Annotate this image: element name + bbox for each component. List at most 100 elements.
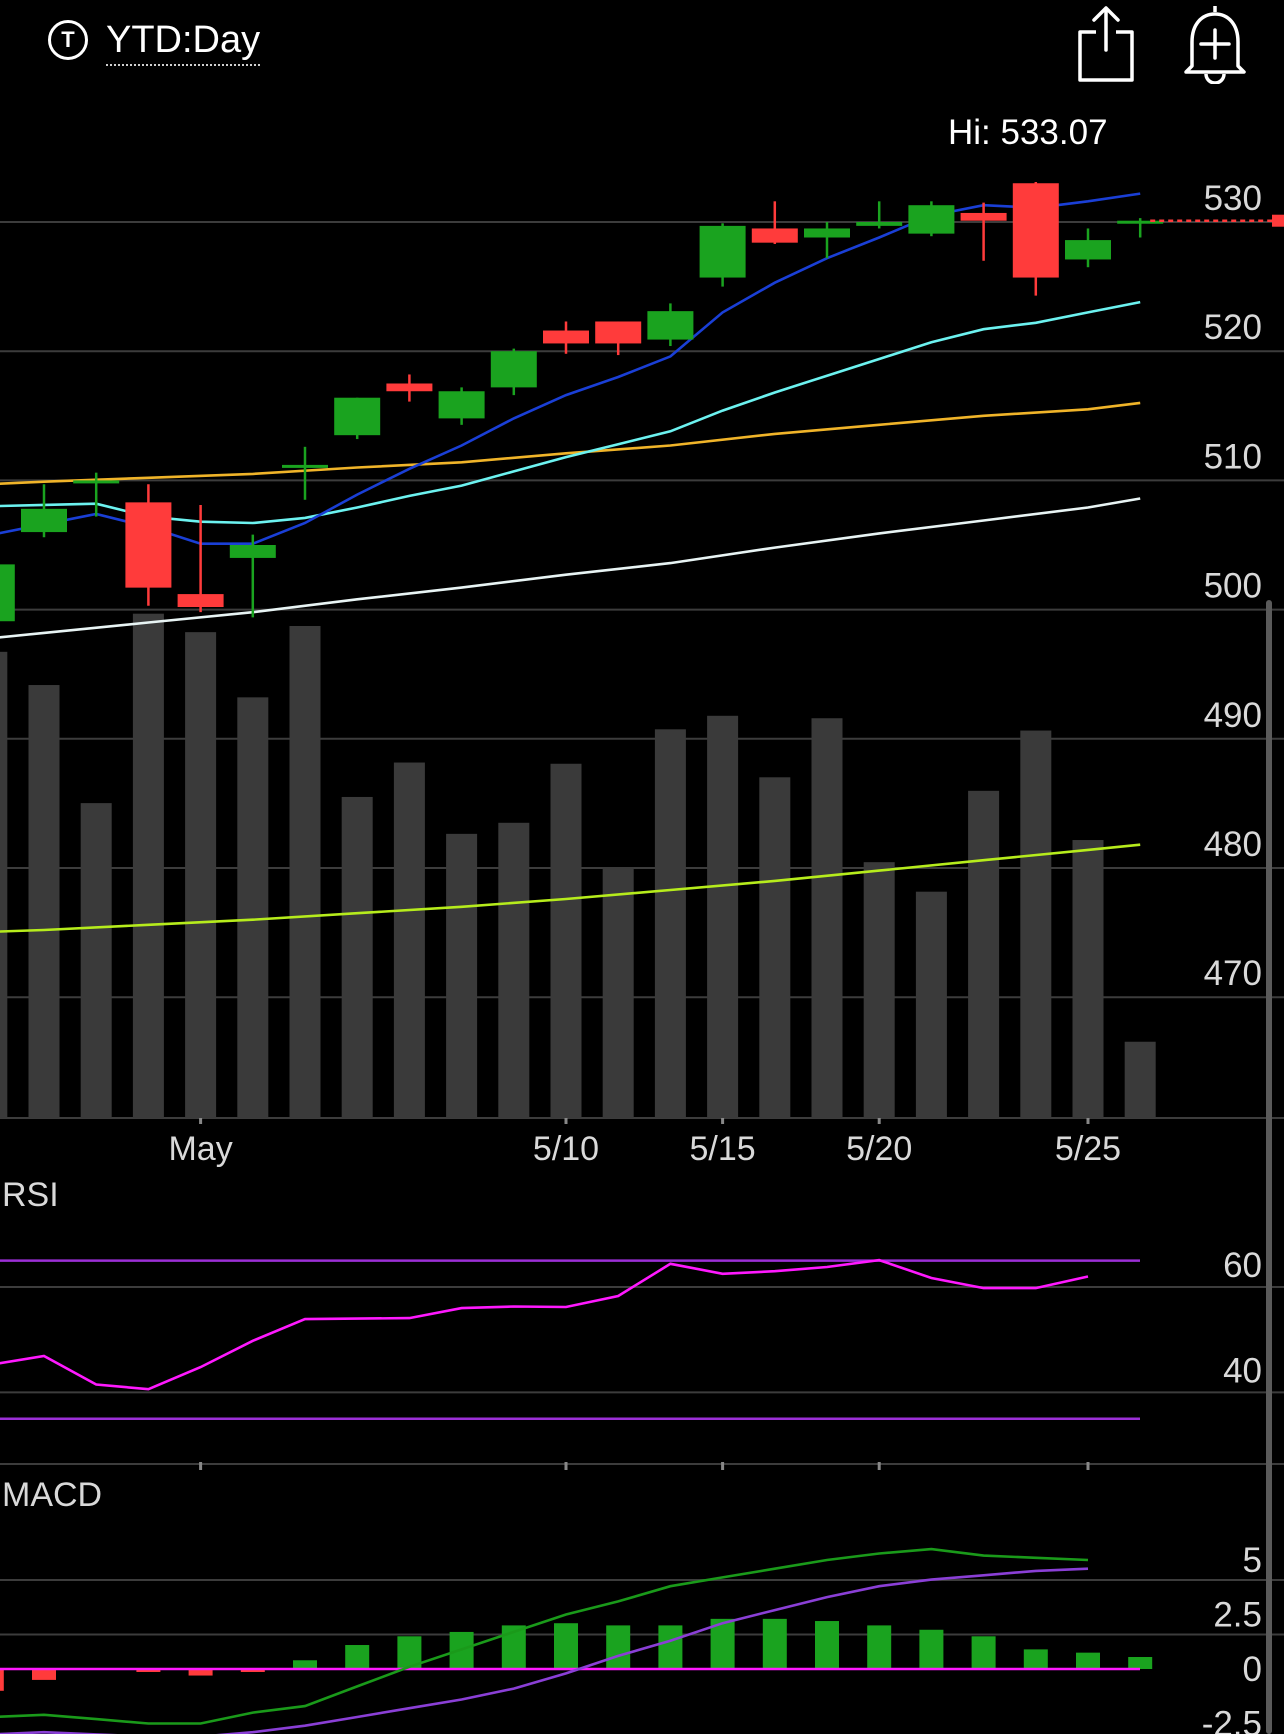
macd-histogram-bar: [345, 1645, 370, 1669]
candle-up: [647, 311, 694, 340]
rsi-title: RSI: [2, 1176, 59, 1214]
volume-bar: [341, 796, 373, 1118]
axis-labels: 530 520 510 500 490 480 470 Hi: 533.07 May 5/10 5/…: [168, 113, 1262, 1168]
macd-histogram-bar: [762, 1618, 787, 1669]
date-label: May: [168, 1130, 232, 1168]
candle-down: [386, 383, 433, 392]
macd-title: MACD: [2, 1476, 102, 1514]
rsi-line: [0, 1258, 1089, 1391]
macd-histogram-bar: [188, 1669, 213, 1676]
candle-up: [229, 545, 276, 558]
volume-bars: [0, 613, 1156, 1118]
candle-down: [1012, 183, 1059, 278]
candle-up: [21, 508, 67, 533]
rsi-tick-label: 60: [1223, 1246, 1262, 1285]
macd-histogram-bar: [1076, 1652, 1100, 1669]
date-label: 5/25: [1055, 1130, 1121, 1168]
moving-average-line: [0, 497, 1141, 639]
candle-up: [1117, 220, 1164, 224]
price-tick-label: 500: [1204, 567, 1262, 606]
volume-bar: [915, 891, 947, 1118]
price-tick-label: 490: [1204, 696, 1262, 735]
share-icon[interactable]: [1076, 4, 1136, 84]
candle-up: [856, 222, 903, 226]
price-tick-label: 520: [1204, 308, 1262, 347]
rsi-panel: RSI 60 40: [0, 1176, 1284, 1470]
volume-bar: [550, 763, 582, 1118]
time-range-selector[interactable]: YTD:Day: [106, 16, 261, 66]
volume-bar: [759, 777, 791, 1118]
macd-histogram-bar: [1128, 1657, 1153, 1669]
volume-bar: [393, 762, 425, 1118]
volume-bar: [80, 803, 112, 1118]
moving-average-line: [0, 843, 1141, 933]
macd-histogram-bar: [971, 1636, 996, 1669]
candle-down: [125, 502, 172, 588]
macd-histogram-bar: [32, 1669, 56, 1680]
candle-up: [334, 397, 381, 436]
volume-bar: [863, 862, 895, 1118]
volume-bar: [654, 729, 686, 1118]
macd-tick-label: -2.5: [1202, 1705, 1262, 1734]
time-range-icon[interactable]: T: [48, 20, 88, 60]
volume-bar: [602, 867, 634, 1118]
volume-bar: [1072, 840, 1104, 1118]
candle-up: [0, 564, 15, 622]
scrollbar[interactable]: [1266, 600, 1272, 1734]
macd-line: [0, 1547, 1089, 1725]
volume-bar: [0, 651, 8, 1118]
high-value-label: Hi: 533.07: [948, 113, 1108, 152]
candle-up: [73, 480, 120, 484]
volume-bar: [185, 632, 217, 1118]
candle-down: [595, 321, 642, 344]
volume-bar: [498, 822, 530, 1118]
candle-down: [751, 228, 798, 243]
macd-tick-label: 2.5: [1213, 1596, 1262, 1635]
candle-up: [490, 351, 537, 388]
volume-bar: [1124, 1041, 1156, 1118]
macd-histogram-bar: [867, 1625, 892, 1669]
candle-down: [177, 594, 224, 608]
volume-bar: [446, 833, 478, 1118]
volume-bar: [132, 613, 164, 1118]
macd-histogram-bar: [815, 1621, 839, 1669]
macd-histogram-bar: [658, 1625, 683, 1669]
macd-histogram-bar: [0, 1669, 4, 1691]
macd-signal-line: [0, 1567, 1089, 1734]
volume-bar: [289, 626, 321, 1118]
moving-average-line: [0, 192, 1141, 546]
candlesticks: [0, 181, 1284, 622]
candle-up: [1065, 240, 1111, 260]
macd-histogram-bar: [919, 1629, 944, 1669]
date-label: 5/10: [533, 1130, 599, 1168]
candle-up: [804, 228, 850, 238]
macd-histogram-bar: [240, 1669, 265, 1672]
date-label: 5/15: [690, 1130, 756, 1168]
last-price-marker: [1272, 214, 1284, 227]
candle-up: [438, 391, 485, 419]
bell-plus-icon[interactable]: [1180, 2, 1250, 84]
moving-average-line: [0, 401, 1141, 485]
macd-tick-label: 0: [1243, 1650, 1262, 1689]
volume-bar: [28, 685, 60, 1118]
candle-up: [282, 464, 328, 468]
date-label: 5/20: [846, 1130, 912, 1168]
macd-panel: MACD 5 2.5 0 -2.5: [0, 1476, 1284, 1734]
price-tick-label: 470: [1204, 954, 1262, 993]
macd-histogram-bar: [1023, 1649, 1048, 1669]
candle-down: [960, 212, 1007, 221]
volume-bar: [811, 718, 843, 1118]
price-tick-label: 530: [1204, 179, 1262, 218]
candle-up: [908, 205, 955, 234]
volume-bar: [237, 697, 269, 1118]
rsi-tick-label: 40: [1223, 1351, 1262, 1390]
candle-down: [543, 330, 589, 344]
top-toolbar: T YTD:Day: [0, 0, 1284, 90]
macd-histogram-bar: [606, 1625, 631, 1669]
macd-histogram-bar: [136, 1669, 161, 1672]
macd-histogram-bar: [293, 1660, 317, 1669]
macd-histogram-bar: [554, 1623, 578, 1669]
candle-up: [699, 225, 746, 278]
macd-tick-label: 5: [1243, 1541, 1262, 1580]
